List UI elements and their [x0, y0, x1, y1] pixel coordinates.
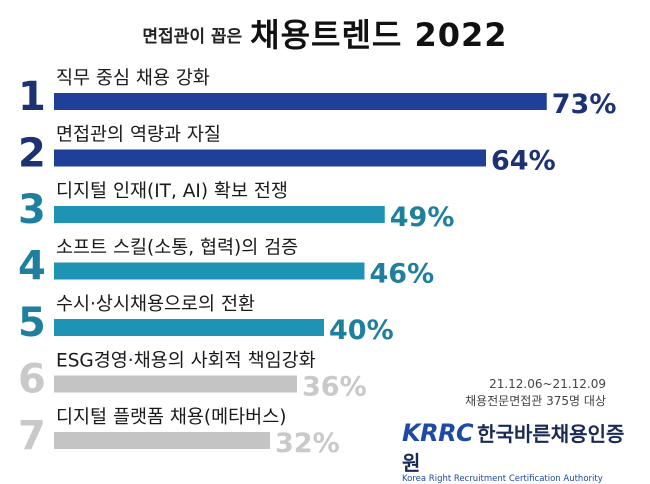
- bar: [54, 149, 486, 167]
- bar: [54, 319, 324, 336]
- bar: [54, 93, 547, 110]
- bar: [54, 375, 297, 393]
- bar-label: 소프트 스킬(소통, 협력)의 검증: [56, 238, 298, 259]
- bar: [54, 262, 365, 280]
- rank-number: 6: [18, 357, 46, 403]
- rank-number: 5: [18, 300, 46, 346]
- krrc-logo: KRRC 한국바른채용인증원 Korea Right Recruitment Ce…: [402, 418, 632, 484]
- value-label: 46%: [370, 259, 435, 290]
- bar-label: 직무 중심 채용 강화: [56, 68, 210, 89]
- logo-abbr: KRRC: [402, 419, 474, 447]
- rank-number: 3: [18, 187, 46, 233]
- bar-label: 수시·상시채용으로의 전환: [56, 294, 255, 315]
- rank-number: 1: [18, 74, 46, 120]
- rank-number: 2: [18, 131, 46, 177]
- rank-number: 4: [18, 244, 46, 290]
- bar: [54, 432, 270, 449]
- chart-main-title: 채용트렌드 2022: [250, 16, 508, 54]
- bar-label: ESG경영·채용의 사회적 책임강화: [56, 351, 316, 372]
- logo-english: Korea Right Recruitment Certification Au…: [402, 474, 603, 484]
- value-label: 40%: [329, 315, 394, 346]
- bar-label: 면접관의 역량과 자질: [56, 125, 221, 146]
- chart-subtitle: 면접관이 꼽은: [142, 27, 243, 47]
- value-label: 64%: [491, 146, 556, 177]
- value-label: 32%: [275, 428, 340, 459]
- survey-info: 21.12.06~21.12.09 채용전문면접관 375명 대상: [465, 376, 606, 410]
- bar-chart: 1 직무 중심 채용 강화 73% 2 면접관의 역량과 자질 64% 3 디지털 인재(IT…: [18, 68, 617, 459]
- survey-date-range: 21.12.06~21.12.09: [489, 377, 606, 391]
- survey-target: 채용전문면접관 375명 대상: [465, 394, 606, 408]
- bar-label: 디지털 플랫폼 채용(메타버스): [56, 407, 286, 428]
- rank-number: 7: [18, 413, 46, 459]
- value-label: 73%: [552, 89, 617, 120]
- bar: [54, 206, 385, 223]
- value-label: 49%: [390, 202, 455, 233]
- value-label: 36%: [302, 372, 367, 403]
- bar-label: 디지털 인재(IT, AI) 확보 전쟁: [56, 181, 288, 202]
- chart-title: 면접관이 꼽은 채용트렌드 2022: [0, 10, 650, 56]
